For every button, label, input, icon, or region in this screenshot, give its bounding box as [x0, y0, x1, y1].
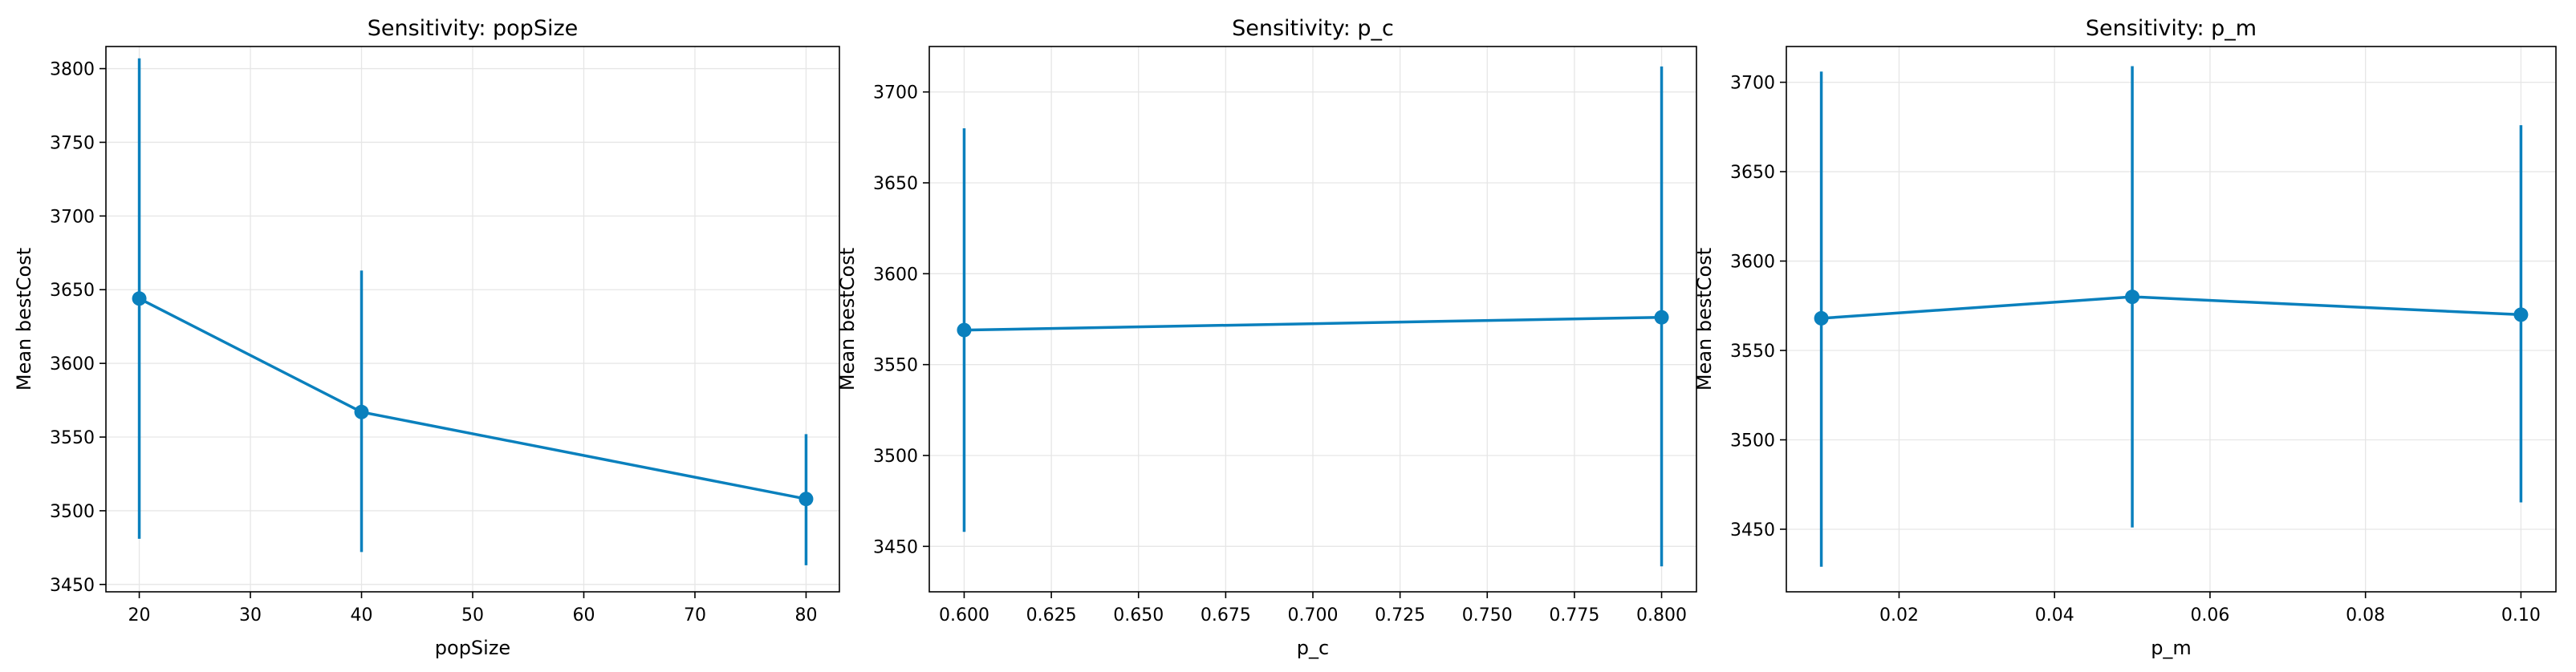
x-axis-label: p_c [1297, 637, 1329, 659]
plot-area-frame [1786, 46, 2557, 593]
x-axis-label: popSize [435, 637, 510, 659]
x-tick-label: 0.675 [1201, 605, 1251, 625]
data-point [1814, 310, 1829, 326]
chart-title: Sensitivity: p_m [2086, 16, 2257, 41]
x-axis-label: p_m [2151, 637, 2192, 659]
y-tick-label: 3500 [1730, 431, 1775, 451]
y-tick-label: 3500 [873, 447, 918, 467]
y-tick-label: 3700 [50, 207, 95, 227]
y-tick-label: 3650 [1730, 163, 1775, 183]
y-tick-label: 3550 [1730, 342, 1775, 362]
data-point [2513, 307, 2529, 322]
x-tick-label: 0.775 [1549, 605, 1599, 625]
y-tick-label: 3650 [50, 281, 95, 301]
data-point [2125, 289, 2140, 305]
x-tick-label: 0.600 [939, 605, 989, 625]
y-tick-label: 3600 [873, 265, 918, 285]
data-point [1654, 310, 1669, 325]
x-tick-label: 0.02 [1879, 605, 1919, 625]
x-tick-label: 0.06 [2190, 605, 2229, 625]
y-tick-label: 3750 [50, 133, 95, 153]
y-tick-label: 3800 [50, 60, 95, 80]
x-tick-label: 60 [572, 605, 595, 625]
x-tick-label: 0.650 [1113, 605, 1164, 625]
data-point [132, 291, 147, 306]
chart-panel-2: 0.600 0.625 0.650 0.675 0.700 0.725 0.750 0.775… [836, 16, 1697, 659]
x-tick-label: 0.750 [1462, 605, 1513, 625]
x-tick-label: 50 [461, 605, 484, 625]
chart-title: Sensitivity: popSize [368, 16, 579, 41]
y-axis-label: Mean bestCost [836, 248, 859, 391]
y-tick-label: 3600 [50, 354, 95, 374]
x-tick-label: 0.700 [1288, 605, 1339, 625]
x-tick-label: 20 [128, 605, 151, 625]
series-line [1821, 295, 2521, 320]
x-tick-label: 40 [351, 605, 373, 625]
y-tick-label: 3450 [1730, 520, 1775, 540]
chart-panel-1: 20 30 40 50 60 70 80 3450 3500 3550 3600 3650 3700 37… [13, 16, 840, 659]
x-tick-label: 0.08 [2346, 605, 2385, 625]
x-tick-label: 70 [684, 605, 706, 625]
x-tick-label: 0.625 [1026, 605, 1077, 625]
y-tick-label: 3550 [873, 356, 918, 376]
y-tick-label: 3700 [873, 83, 918, 103]
y-tick-label: 3600 [1730, 253, 1775, 273]
data-point [798, 492, 814, 507]
x-tick-label: 0.10 [2501, 605, 2541, 625]
x-tick-label: 0.725 [1375, 605, 1425, 625]
y-tick-label: 3500 [50, 502, 95, 522]
y-tick-label: 3450 [873, 537, 918, 557]
data-point [957, 322, 972, 338]
y-tick-label: 3450 [50, 576, 95, 596]
x-tick-label: 0.04 [2035, 605, 2074, 625]
y-tick-label: 3700 [1730, 74, 1775, 94]
y-axis-label: Mean bestCost [13, 248, 35, 391]
x-tick-label: 30 [239, 605, 262, 625]
y-tick-label: 3550 [50, 428, 95, 448]
series-line [964, 315, 1662, 332]
x-tick-label: 80 [794, 605, 817, 625]
y-axis-label: Mean bestCost [1693, 248, 1716, 391]
y-tick-label: 3650 [873, 174, 918, 194]
data-point [354, 404, 369, 419]
chart-panel-3: 0.02 0.04 0.06 0.08 0.10 3450 3500 3550 3600 3650… [1693, 16, 2557, 659]
x-tick-label: 0.800 [1636, 605, 1687, 625]
chart-title: Sensitivity: p_c [1232, 16, 1394, 41]
